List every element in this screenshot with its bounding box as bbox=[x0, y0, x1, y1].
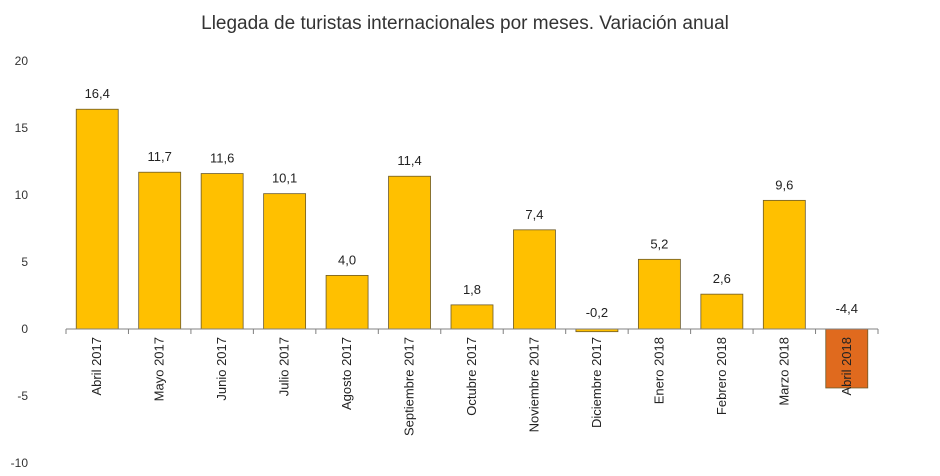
bar bbox=[325, 274, 369, 330]
bar-value-label: 16,4 bbox=[85, 86, 110, 101]
bar-value-label: -0,2 bbox=[586, 305, 608, 320]
y-tick-label: 5 bbox=[21, 255, 28, 269]
bar bbox=[825, 328, 869, 389]
bars bbox=[75, 108, 869, 389]
bar-value-label: 10,1 bbox=[272, 171, 297, 186]
bar bbox=[700, 293, 744, 330]
y-tick-label: 15 bbox=[15, 121, 29, 135]
y-tick-label: 20 bbox=[15, 54, 29, 68]
x-category-label: Septiembre 2017 bbox=[402, 337, 417, 436]
bar bbox=[450, 304, 494, 330]
x-category-label: Enero 2018 bbox=[651, 337, 666, 404]
y-tick-label: -5 bbox=[17, 389, 28, 403]
bar-value-label: 4,0 bbox=[338, 252, 356, 267]
chart-title: Llegada de turistas internacionales por … bbox=[201, 13, 729, 34]
bar bbox=[762, 199, 806, 330]
y-tick-label: 0 bbox=[21, 322, 28, 336]
y-axis: -10 -5 0 5 10 15 20 bbox=[11, 54, 29, 470]
bar-value-label: 5,2 bbox=[650, 236, 668, 251]
bar-value-label: 1,8 bbox=[463, 282, 481, 297]
y-tick-label: -10 bbox=[11, 456, 29, 470]
x-category-label: Junio 2017 bbox=[214, 337, 229, 401]
x-category-label: Abril 2017 bbox=[89, 337, 104, 396]
x-category-label: Julio 2017 bbox=[277, 337, 292, 396]
bar-value-label: 9,6 bbox=[775, 177, 793, 192]
x-category-label: Abril 2018 bbox=[839, 337, 854, 396]
bar bbox=[637, 258, 681, 330]
value-labels: 16,4 11,7 11,6 10,1 4,0 11,4 1,8 7,4 -0,2 5,2 2,6 9… bbox=[85, 86, 858, 320]
bar bbox=[263, 193, 307, 330]
bar bbox=[138, 171, 182, 330]
x-category-label: Marzo 2018 bbox=[776, 337, 791, 406]
bar-value-label: -4,4 bbox=[836, 301, 858, 316]
y-tick-label: 10 bbox=[15, 188, 29, 202]
bar-value-label: 2,6 bbox=[713, 271, 731, 286]
x-category-label: Febrero 2018 bbox=[714, 337, 729, 415]
category-labels: Abril 2017 Mayo 2017 Junio 2017 Julio 2017 A… bbox=[89, 337, 854, 436]
x-category-label: Diciembre 2017 bbox=[589, 337, 604, 428]
bar bbox=[200, 173, 244, 330]
bar-value-label: 11,6 bbox=[210, 151, 234, 166]
x-category-label: Noviembre 2017 bbox=[526, 337, 541, 432]
bar bbox=[75, 108, 119, 330]
bar bbox=[388, 175, 431, 330]
bar-value-label: 11,7 bbox=[148, 149, 172, 164]
bar-value-label: 11,4 bbox=[397, 153, 421, 168]
bar bbox=[513, 229, 556, 330]
bar-value-label: 7,4 bbox=[525, 207, 543, 222]
x-category-label: Mayo 2017 bbox=[152, 337, 167, 401]
x-category-label: Agosto 2017 bbox=[339, 337, 354, 410]
x-category-label: Octubre 2017 bbox=[464, 337, 479, 416]
x-axis bbox=[65, 328, 879, 334]
